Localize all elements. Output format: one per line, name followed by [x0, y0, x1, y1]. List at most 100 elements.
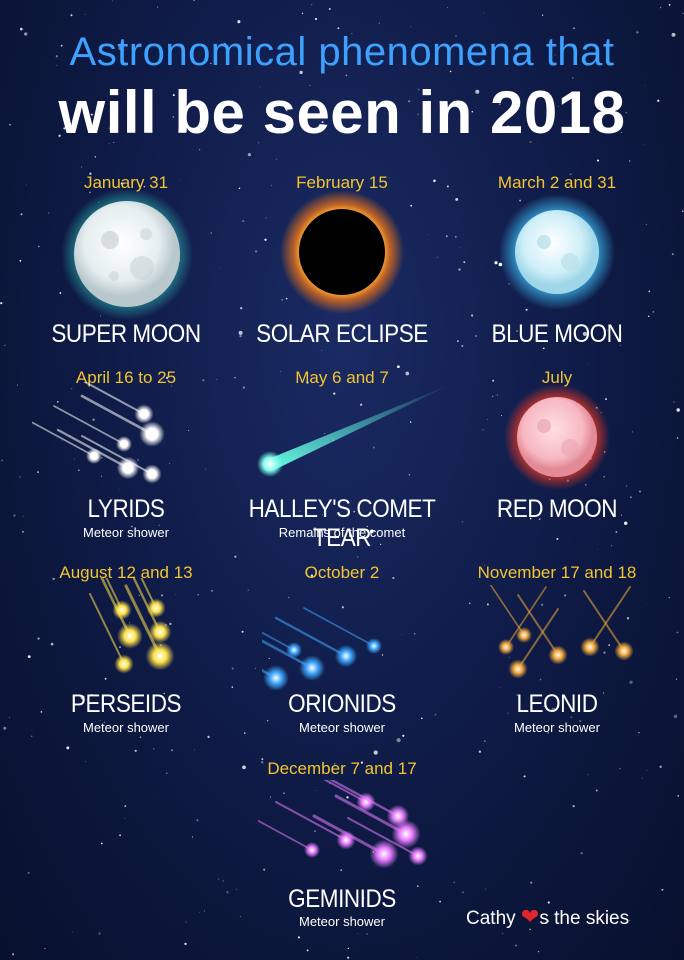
star [131, 525, 133, 528]
star [161, 594, 163, 597]
star [321, 121, 324, 124]
star [244, 732, 246, 734]
star [281, 299, 283, 301]
star [70, 14, 73, 17]
event-name: LEONID [516, 690, 598, 718]
star [659, 765, 662, 769]
star [648, 290, 651, 293]
super-moon-icon [61, 190, 193, 320]
star [1, 459, 3, 462]
star [351, 413, 353, 414]
star [551, 707, 556, 713]
star [267, 334, 269, 336]
star [462, 891, 464, 894]
meteor-head [336, 830, 356, 850]
star [239, 334, 242, 338]
star [417, 88, 420, 91]
star [108, 143, 110, 145]
meteor-streak [140, 578, 157, 609]
meteor-streak [275, 801, 347, 841]
star [556, 537, 559, 541]
star [529, 140, 532, 144]
meteor-head [408, 846, 428, 866]
star [652, 311, 655, 313]
heart-icon: ❤ [520, 904, 540, 929]
star [240, 306, 243, 310]
star [92, 418, 95, 421]
star [530, 511, 532, 513]
star [165, 376, 169, 380]
star [643, 144, 645, 146]
star [254, 667, 257, 670]
star [619, 767, 621, 770]
star [608, 644, 611, 647]
star [597, 549, 599, 550]
star [194, 749, 195, 751]
star [321, 350, 323, 352]
star [269, 796, 272, 798]
meteor-streak [82, 382, 145, 415]
star [306, 949, 309, 952]
star [625, 111, 628, 114]
comet-icon [257, 384, 452, 477]
star [485, 888, 487, 890]
star [337, 27, 340, 30]
star [323, 432, 325, 434]
star [502, 933, 504, 935]
star [569, 173, 572, 176]
star [223, 42, 226, 46]
star [193, 0, 196, 1]
meteor-head [139, 421, 165, 447]
star [149, 112, 152, 116]
star [668, 4, 671, 6]
meteor-streak [589, 586, 631, 648]
star [180, 179, 182, 180]
star [585, 484, 587, 486]
star [199, 911, 201, 913]
star [157, 6, 159, 8]
star [623, 521, 628, 526]
star [185, 921, 187, 923]
star [158, 709, 161, 712]
star [60, 44, 63, 47]
star [283, 792, 285, 795]
star [234, 555, 237, 558]
star [507, 712, 509, 714]
star [446, 235, 448, 237]
meteor-shower-icon [262, 607, 382, 690]
star [620, 345, 622, 346]
event-name: BLUE MOON [491, 320, 623, 348]
star [414, 633, 416, 635]
star [301, 12, 304, 15]
star [538, 518, 541, 521]
star [439, 900, 441, 903]
star [27, 655, 31, 658]
meteor-head [114, 654, 134, 674]
star [626, 485, 628, 487]
star [541, 603, 544, 607]
star [247, 589, 249, 591]
star [58, 134, 61, 137]
star [500, 415, 502, 416]
meteor-streak [323, 780, 367, 803]
star [236, 889, 237, 891]
star [353, 510, 356, 513]
star [455, 35, 457, 37]
star [453, 881, 455, 883]
star [537, 950, 540, 953]
star [310, 574, 314, 577]
star [263, 868, 266, 871]
event-date: March 2 and 31 [497, 173, 617, 192]
red-moon-icon [504, 384, 610, 490]
meteor-head [304, 842, 320, 858]
star [570, 716, 573, 719]
star [210, 62, 212, 65]
star [360, 403, 363, 406]
star [526, 698, 527, 700]
star [100, 475, 102, 477]
star [409, 421, 412, 423]
star [47, 212, 50, 214]
star [547, 920, 550, 922]
star [494, 261, 498, 265]
star [215, 55, 216, 57]
